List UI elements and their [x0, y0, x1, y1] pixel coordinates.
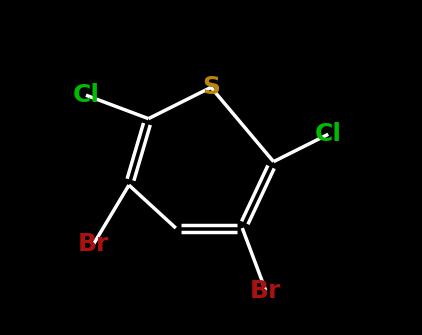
- Text: Br: Br: [78, 232, 109, 256]
- Text: Cl: Cl: [73, 83, 100, 107]
- Text: Br: Br: [250, 279, 281, 303]
- Text: S: S: [202, 75, 220, 99]
- Text: Cl: Cl: [315, 122, 342, 146]
